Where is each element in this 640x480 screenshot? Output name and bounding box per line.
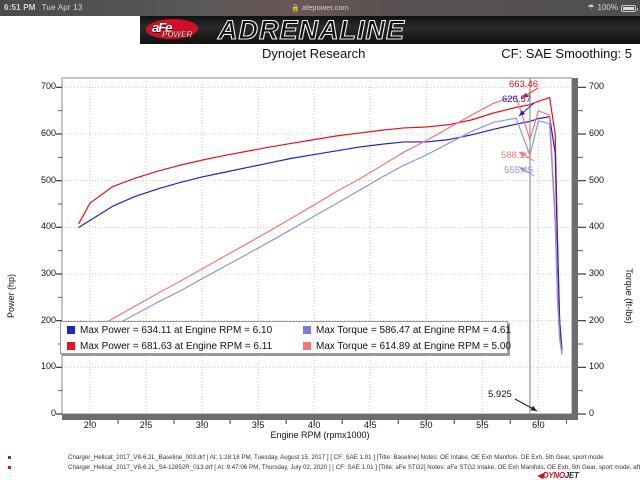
legend-label: Max Torque = 586.47 at Engine RPM = 4.61 bbox=[316, 324, 511, 336]
y2-tick-label: 300 bbox=[589, 268, 605, 278]
footer-run-text: Charger_Hellcat_2017_V8-6.2L_S4-12852R_0… bbox=[68, 464, 640, 471]
dynojet-logo-part2: JET bbox=[564, 471, 579, 480]
x-axis-bar bbox=[62, 414, 572, 420]
legend-entry: Max Power = 634.11 at Engine RPM = 6.10 bbox=[61, 325, 303, 336]
status-left: 6:51 PM Tue Apr 13 bbox=[4, 0, 82, 16]
logo-brand-text: aFe bbox=[152, 20, 172, 35]
x-tick-label: 4.5 bbox=[363, 420, 377, 430]
chart-legend: Max Power = 634.11 at Engine RPM = 6.10 M… bbox=[60, 321, 511, 354]
y-tick-label: 200 bbox=[40, 314, 56, 325]
dyno-chart: Power (hp) Torque (ft-lbs) Engine RPM (r… bbox=[0, 66, 640, 480]
legend-entry: Max Power = 681.63 at Engine RPM = 6.11 bbox=[61, 341, 303, 352]
battery-percent-label: 100% bbox=[597, 3, 618, 12]
y2-tick-label: 0 bbox=[589, 408, 595, 418]
afe-power-logo: aFe POWER bbox=[144, 18, 216, 42]
logo-power-text: POWER bbox=[162, 30, 193, 39]
wifi-icon: ☂ bbox=[587, 3, 595, 12]
adrenaline-banner: aFe POWER ADRENALINE bbox=[0, 16, 640, 44]
legend-swatch-icon bbox=[67, 342, 75, 350]
banner-left-fill bbox=[0, 16, 140, 44]
y-axis-left-ticks bbox=[56, 86, 62, 415]
callout-cursor-rpm: 5.925 bbox=[488, 389, 512, 400]
dynojet-watermark-logo: ◀DYNOJET bbox=[537, 471, 579, 480]
x-tick-label: 2.5 bbox=[139, 420, 153, 430]
y-tick-label: 0 bbox=[50, 408, 56, 418]
y2-tick-label: 600 bbox=[589, 128, 605, 138]
dynojet-logo-part1: DYNO bbox=[542, 471, 565, 480]
x-tick-label: 6.0 bbox=[532, 420, 545, 430]
x-axis-title: Engine RPM (rpmx1000) bbox=[270, 430, 370, 440]
x-tick-label: 3.5 bbox=[251, 420, 265, 430]
x-tick-label: 5.5 bbox=[476, 420, 489, 430]
y-tick-label: 600 bbox=[40, 128, 56, 138]
plot-canvas bbox=[56, 77, 586, 426]
legend-swatch-icon bbox=[67, 326, 75, 334]
battery-full-icon bbox=[621, 4, 638, 12]
callout-torque-blue: 626.57 bbox=[502, 94, 532, 105]
legend-entry: Max Torque = 614.89 at Engine RPM = 5.00 bbox=[303, 341, 511, 352]
legend-label: Max Torque = 614.89 at Engine RPM = 5.00 bbox=[316, 340, 511, 352]
callout-arrows bbox=[514, 87, 539, 412]
y-tick-label: 700 bbox=[40, 81, 56, 92]
dynojet-research-label: Dynojet Research bbox=[262, 46, 366, 61]
y-axis-right-bar bbox=[572, 78, 578, 420]
y2-tick-label: 700 bbox=[589, 81, 605, 92]
ios-status-bar: 6:51 PM Tue Apr 13 🔒 afepower.com ☂ 100% bbox=[0, 0, 640, 16]
legend-label: Max Power = 681.63 at Engine RPM = 6.11 bbox=[80, 340, 273, 352]
y2-tick-label: 500 bbox=[589, 174, 605, 185]
run-file-footer: Charger_Hellcat_2017_V8-6.2L_Baseline_00… bbox=[0, 450, 640, 480]
y-tick-label: 400 bbox=[40, 221, 56, 232]
legend-label: Max Power = 634.11 at Engine RPM = 6.10 bbox=[80, 324, 273, 336]
footer-bullet-icon bbox=[8, 466, 11, 469]
legend-entry: Max Torque = 586.47 at Engine RPM = 4.61 bbox=[303, 325, 511, 336]
y-axis-right-ticks bbox=[578, 86, 586, 415]
y2-tick-label: 200 bbox=[589, 314, 605, 325]
x-tick-label: 4.0 bbox=[307, 420, 321, 430]
y-tick-label: 500 bbox=[40, 174, 56, 185]
y2-tick-label: 400 bbox=[589, 221, 605, 232]
status-date: Tue Apr 13 bbox=[41, 3, 83, 12]
legend-row: Max Power = 681.63 at Engine RPM = 6.11 M… bbox=[61, 338, 511, 354]
url-text: afepower.com bbox=[302, 3, 349, 12]
legend-swatch-icon bbox=[303, 342, 311, 350]
callout-power-blue: 555.45 bbox=[504, 165, 534, 176]
x-tick-label: 5.0 bbox=[420, 420, 433, 430]
y-tick-label: 100 bbox=[40, 361, 56, 372]
browser-url-bar[interactable]: 🔒 afepower.com bbox=[0, 0, 640, 17]
y-tick-label: 300 bbox=[40, 268, 56, 278]
footer-bullet-icon bbox=[8, 456, 11, 459]
x-tick-label: 3.0 bbox=[195, 420, 209, 430]
x-axis-ticks bbox=[89, 420, 567, 426]
callout-torque-red: 663.46 bbox=[509, 79, 539, 90]
banner-title: ADRENALINE bbox=[217, 16, 406, 44]
lock-icon: 🔒 bbox=[291, 5, 300, 12]
gridlines bbox=[62, 78, 572, 414]
status-time: 6:51 PM bbox=[4, 3, 36, 12]
x-tick-label: 2.0 bbox=[83, 420, 97, 430]
data-curves bbox=[78, 95, 563, 355]
y2-tick-label: 100 bbox=[589, 361, 605, 372]
correction-factor-label: CF: SAE Smoothing: 5 bbox=[501, 46, 632, 61]
legend-row: Max Power = 634.11 at Engine RPM = 6.10 M… bbox=[61, 322, 511, 338]
legend-swatch-icon bbox=[303, 326, 311, 334]
footer-run-text: Charger_Hellcat_2017_V8-6.2L_Baseline_00… bbox=[68, 454, 604, 461]
chart-subheader: Dynojet Research CF: SAE Smoothing: 5 bbox=[0, 45, 640, 65]
callout-power-red: 588.10 bbox=[501, 150, 531, 161]
status-right: ☂ 100% bbox=[587, 0, 638, 16]
dynojet-arrow-icon: ◀ bbox=[537, 471, 543, 480]
